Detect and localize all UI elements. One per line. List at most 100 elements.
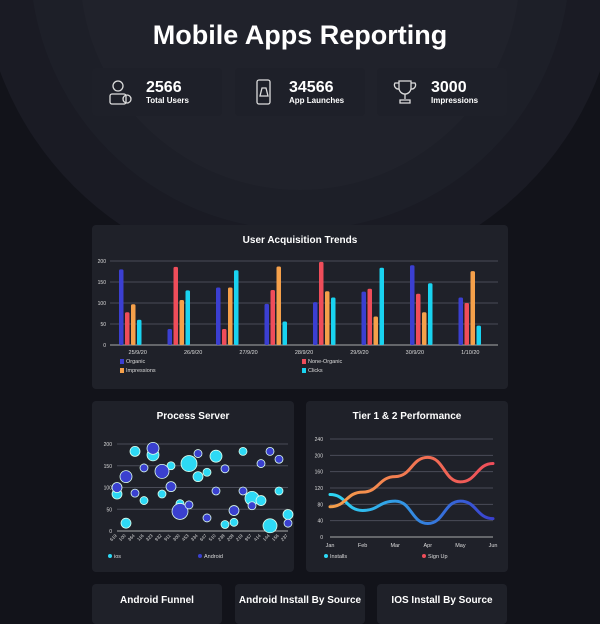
line-chart: 0 40 80 120 160 200 240 Jan Feb Mar Apr May Jun Insta… bbox=[315, 437, 498, 560]
legend-label: Impressions bbox=[126, 368, 156, 374]
x-tick-label: 219 bbox=[235, 533, 244, 542]
bubble bbox=[262, 518, 278, 534]
bar bbox=[264, 303, 269, 345]
stat-app-launches: 34566 App Launches bbox=[235, 68, 365, 116]
bar bbox=[361, 291, 366, 345]
bubble bbox=[238, 486, 248, 496]
bar bbox=[476, 325, 481, 345]
y-tick-label: 0 bbox=[320, 535, 323, 541]
bar bbox=[379, 267, 384, 345]
legend-swatch bbox=[302, 359, 306, 364]
x-tick-label: 334 bbox=[190, 533, 199, 542]
y-tick-label: 160 bbox=[315, 470, 324, 476]
android-funnel-card: Android Funnel bbox=[92, 584, 222, 624]
x-tick-label: 300 bbox=[172, 533, 181, 542]
x-tick-label: 238 bbox=[217, 533, 226, 542]
bubble bbox=[202, 513, 212, 523]
bar bbox=[228, 287, 233, 345]
legend-swatch bbox=[120, 368, 124, 373]
legend-label: Installs bbox=[330, 554, 347, 560]
legend-swatch bbox=[198, 554, 202, 558]
bar bbox=[410, 265, 415, 345]
bubble bbox=[274, 486, 284, 496]
legend-label: Clicks bbox=[308, 368, 323, 374]
bar bbox=[125, 312, 130, 345]
bar bbox=[131, 304, 136, 345]
bubble bbox=[146, 441, 160, 455]
x-tick-label: 116 bbox=[136, 533, 145, 542]
y-tick-label: 0 bbox=[103, 343, 106, 349]
bubble bbox=[229, 517, 239, 527]
x-tick-label: 1/10/20 bbox=[461, 350, 479, 356]
bubble bbox=[220, 520, 230, 529]
bubble bbox=[192, 471, 204, 483]
x-tick-label: 26/9/20 bbox=[184, 350, 202, 356]
ios-install-source-card: IOS Install By Source bbox=[377, 584, 507, 624]
bubble bbox=[119, 470, 133, 484]
x-tick-label: 237 bbox=[280, 533, 289, 542]
bubble bbox=[130, 488, 140, 498]
y-tick-label: 80 bbox=[317, 502, 323, 508]
bar bbox=[119, 269, 124, 345]
bubble bbox=[274, 454, 284, 464]
bar bbox=[173, 266, 178, 345]
x-tick-label: 27/9/20 bbox=[239, 350, 257, 356]
bar bbox=[325, 291, 330, 345]
stat-label: Total Users bbox=[146, 96, 189, 105]
legend-swatch bbox=[108, 554, 112, 558]
bubble bbox=[171, 503, 189, 520]
chart-title: User Acquisition Trends bbox=[242, 235, 358, 246]
phone-icon bbox=[256, 79, 271, 105]
user-acquisition-card: User Acquisition Trends 0 50 100 150 200 25/9… bbox=[92, 225, 508, 389]
bar bbox=[137, 319, 142, 345]
y-tick-label: 50 bbox=[100, 322, 106, 328]
bubble bbox=[193, 449, 203, 458]
x-tick-label: 453 bbox=[181, 533, 190, 542]
x-tick-label: Jan bbox=[326, 543, 335, 549]
user-icon bbox=[109, 80, 132, 105]
stat-value: 3000 bbox=[431, 79, 467, 96]
y-tick-label: 200 bbox=[315, 453, 324, 459]
bubble bbox=[228, 505, 240, 516]
x-tick-label: Apr bbox=[424, 543, 433, 549]
bubble bbox=[129, 445, 141, 457]
y-tick-label: 200 bbox=[98, 259, 107, 265]
bubble bbox=[139, 463, 149, 473]
bar bbox=[185, 290, 190, 345]
card-title: IOS Install By Source bbox=[391, 595, 493, 606]
bubble bbox=[238, 446, 248, 456]
bar bbox=[422, 312, 427, 345]
bar bbox=[458, 297, 463, 345]
x-tick-label: 364 bbox=[127, 533, 136, 542]
chart-title: Tier 1 & 2 Performance bbox=[352, 411, 462, 422]
page-title: Mobile Apps Reporting bbox=[152, 20, 448, 50]
bar bbox=[222, 329, 227, 345]
bubble bbox=[139, 496, 149, 505]
bar bbox=[179, 300, 184, 345]
bubble bbox=[111, 482, 123, 493]
stat-value: 2566 bbox=[146, 79, 182, 96]
x-tick-label: 911 bbox=[163, 533, 172, 542]
legend-swatch bbox=[302, 368, 306, 373]
legend-label: Organic bbox=[126, 359, 146, 365]
stat-label: Impressions bbox=[431, 96, 479, 105]
bubble bbox=[180, 455, 198, 472]
stat-value: 34566 bbox=[289, 79, 334, 96]
legend-label: Android bbox=[204, 554, 223, 560]
stat-total-users: 2566 Total Users bbox=[92, 68, 222, 116]
bubble bbox=[220, 464, 230, 474]
x-tick-label: 28/9/20 bbox=[295, 350, 313, 356]
legend-label: ios bbox=[114, 554, 121, 560]
bar bbox=[331, 297, 336, 345]
y-tick-label: 40 bbox=[317, 519, 323, 525]
y-tick-label: 240 bbox=[315, 437, 324, 443]
y-tick-label: 100 bbox=[98, 301, 107, 307]
bubble bbox=[209, 449, 223, 463]
x-tick-label: 957 bbox=[244, 533, 253, 542]
y-tick-label: 50 bbox=[106, 507, 112, 513]
x-tick-label: 619 bbox=[109, 533, 118, 542]
x-tick-label: 510 bbox=[208, 533, 217, 542]
y-tick-label: 0 bbox=[109, 529, 112, 535]
bar bbox=[276, 266, 281, 345]
